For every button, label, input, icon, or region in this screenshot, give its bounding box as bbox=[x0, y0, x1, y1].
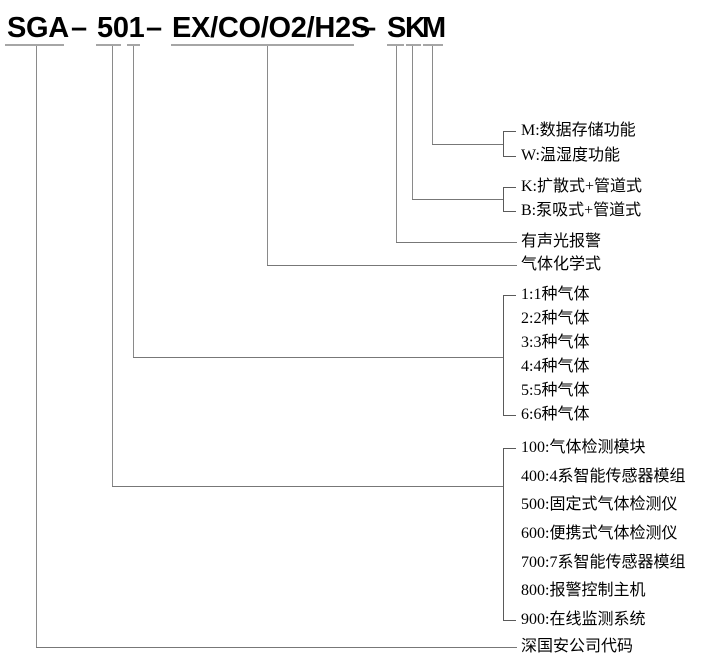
connector-s-vertical bbox=[396, 46, 397, 242]
label-series-600: 600:便携式气体检测仪 bbox=[521, 525, 678, 542]
connector-count-horizontal bbox=[133, 357, 503, 358]
bracket-k-options-top-stub bbox=[503, 187, 516, 188]
code-suffix-s-segment: S bbox=[387, 12, 407, 44]
underline-company bbox=[5, 44, 64, 46]
code-suffix-m-segment: M bbox=[422, 12, 446, 44]
connector-s-horizontal bbox=[396, 242, 517, 243]
bracket-count-options-top-stub bbox=[503, 295, 516, 296]
connector-m-horizontal bbox=[432, 144, 503, 145]
bracket-m-options-top-stub bbox=[503, 131, 516, 132]
label-s-alarm: 有声光报警 bbox=[521, 233, 602, 250]
label-series-800: 800:报警控制主机 bbox=[521, 582, 646, 599]
code-separator-2: – bbox=[146, 12, 162, 44]
connector-series-vertical bbox=[112, 46, 113, 486]
connector-company-horizontal bbox=[36, 647, 517, 648]
underline-series bbox=[96, 44, 121, 46]
bracket-k-options bbox=[503, 187, 504, 212]
bracket-m-options bbox=[503, 131, 504, 157]
label-b-pump: B:泵吸式+管道式 bbox=[521, 202, 642, 219]
connector-gases-horizontal bbox=[267, 265, 517, 266]
underline-gases bbox=[171, 44, 354, 46]
label-series-400: 400:4系智能传感器模组 bbox=[521, 468, 686, 485]
label-gas-formula: 气体化学式 bbox=[521, 256, 602, 273]
connector-m-vertical bbox=[432, 46, 433, 144]
connector-k-vertical bbox=[412, 46, 413, 199]
bracket-series-options bbox=[503, 448, 504, 621]
connector-k-horizontal bbox=[412, 199, 503, 200]
code-series-segment: 501 bbox=[97, 12, 145, 44]
bracket-series-options-bottom-stub bbox=[503, 620, 516, 621]
label-series-700: 700:7系智能传感器模组 bbox=[521, 554, 686, 571]
label-count-3: 3:3种气体 bbox=[521, 334, 590, 351]
connector-count-vertical bbox=[133, 46, 134, 357]
underline-k bbox=[406, 44, 421, 46]
label-count-6: 6:6种气体 bbox=[521, 406, 590, 423]
label-count-5: 5:5种气体 bbox=[521, 382, 590, 399]
bracket-series-options-top-stub bbox=[503, 448, 516, 449]
code-company-segment: SGA bbox=[7, 12, 69, 44]
code-suffix-k-segment: K bbox=[405, 12, 426, 44]
label-series-500: 500:固定式气体检测仪 bbox=[521, 496, 678, 513]
underline-m bbox=[423, 44, 443, 46]
label-count-2: 2:2种气体 bbox=[521, 310, 590, 327]
underline-count bbox=[127, 44, 140, 46]
label-w-temp-humidity: W:温湿度功能 bbox=[521, 147, 620, 164]
bracket-k-options-bottom-stub bbox=[503, 211, 516, 212]
label-k-diffusion: K:扩散式+管道式 bbox=[521, 178, 643, 195]
label-series-900: 900:在线监测系统 bbox=[521, 611, 646, 628]
code-separator-3: – bbox=[360, 12, 376, 44]
label-count-4: 4:4种气体 bbox=[521, 358, 590, 375]
bracket-count-options-bottom-stub bbox=[503, 415, 516, 416]
bracket-m-options-bottom-stub bbox=[503, 156, 516, 157]
underline-s bbox=[387, 44, 404, 46]
label-company-code: 深国安公司代码 bbox=[521, 638, 634, 655]
label-count-1: 1:1种气体 bbox=[521, 286, 590, 303]
connector-gases-vertical bbox=[267, 46, 268, 265]
label-series-100: 100:气体检测模块 bbox=[521, 439, 646, 456]
code-separator-1: – bbox=[71, 12, 87, 44]
label-m-data-storage: M:数据存储功能 bbox=[521, 122, 636, 139]
connector-company-vertical bbox=[36, 46, 37, 647]
connector-series-horizontal bbox=[112, 486, 503, 487]
code-gases-segment: EX/CO/O2/H2S bbox=[172, 12, 370, 44]
bracket-count-options bbox=[503, 295, 504, 416]
